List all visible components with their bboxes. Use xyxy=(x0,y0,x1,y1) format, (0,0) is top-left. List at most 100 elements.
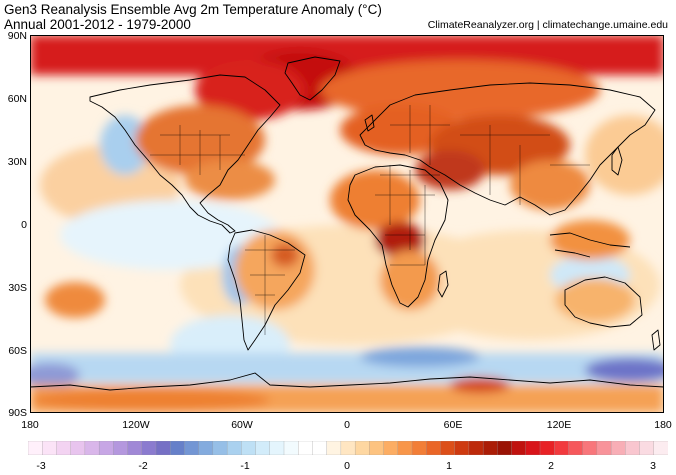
region-south-africa xyxy=(380,250,440,310)
colorbar-label-neg2: -2 xyxy=(138,460,148,472)
map-subtitle: Annual 2001-2012 - 1979-2000 xyxy=(4,17,191,32)
colorbar-swatch xyxy=(141,441,157,455)
region-middle-east xyxy=(415,150,485,190)
region-north-africa xyxy=(330,170,420,230)
colorbar-swatch xyxy=(525,441,541,455)
lat-label-60n: 60N xyxy=(7,93,27,105)
colorbar-swatch xyxy=(28,441,43,455)
lon-label-180e: 180 xyxy=(654,419,672,431)
source-credit: ClimateReanalyzer.org | climatechange.um… xyxy=(427,19,668,31)
lon-label-0: 0 xyxy=(344,419,350,431)
colorbar-label-2: 2 xyxy=(548,460,554,472)
colorbar-swatch xyxy=(426,441,441,455)
region-ross-sea-cool xyxy=(585,358,664,382)
colorbar-swatch xyxy=(56,441,72,455)
colorbar-swatch xyxy=(255,441,271,455)
region-west-antarctica xyxy=(30,388,270,412)
colorbar-label-neg1: -1 xyxy=(240,460,250,472)
colorbar-swatch xyxy=(440,441,456,455)
coast-greenland xyxy=(284,56,341,101)
colorbar-swatch xyxy=(70,441,86,455)
lat-label-60s: 60S xyxy=(8,345,27,357)
colorbar-swatch xyxy=(582,441,598,455)
region-amazon-hot xyxy=(271,243,299,267)
colorbar-swatch xyxy=(482,441,498,455)
colorbar-swatch xyxy=(610,441,626,455)
colorbar-swatch xyxy=(340,441,356,455)
region-southern-ocean xyxy=(30,353,664,383)
colorbar-swatch xyxy=(625,441,641,455)
region-east-pacific-cool xyxy=(60,200,280,270)
colorbar-swatch xyxy=(454,441,470,455)
region-warm-spot-south-pacific xyxy=(45,282,105,318)
colorbar-swatch xyxy=(198,441,214,455)
colorbar-swatch xyxy=(113,441,129,455)
colorbar-label-0: 0 xyxy=(344,460,350,472)
colorbar-swatch xyxy=(269,441,285,455)
lon-label-120e: 120E xyxy=(546,419,572,431)
lon-label-120w: 120W xyxy=(122,419,150,431)
colorbar-swatch xyxy=(170,441,185,455)
colorbar-swatch xyxy=(397,441,413,455)
region-antarctic-coast-warm xyxy=(450,377,510,393)
lon-label-60w: 60W xyxy=(231,419,253,431)
coast-eurasia xyxy=(359,82,656,216)
colorbar-swatch xyxy=(42,441,57,455)
colorbar-swatch xyxy=(241,441,257,455)
colorbar-label-3: 3 xyxy=(650,460,656,472)
lat-label-0: 0 xyxy=(21,219,27,231)
colorbar-swatch xyxy=(226,441,242,455)
coast-uk xyxy=(364,114,375,132)
colorbar-swatch xyxy=(596,441,612,455)
lon-label-180w: 180 xyxy=(21,419,39,431)
colorbar-swatch xyxy=(212,441,228,455)
anomaly-field xyxy=(30,35,664,413)
colorbar-swatch xyxy=(354,441,370,455)
colorbar-swatch xyxy=(127,441,143,455)
colorbar xyxy=(28,441,668,455)
coast-new-zealand xyxy=(651,329,661,351)
region-australia xyxy=(555,278,635,322)
lat-label-30n: 30N xyxy=(7,156,27,168)
country-borders xyxy=(150,105,590,335)
colorbar-swatch xyxy=(98,441,114,455)
colorbar-swatch xyxy=(511,441,527,455)
colorbar-swatch xyxy=(155,441,171,455)
region-china xyxy=(510,160,590,210)
coast-japan xyxy=(611,146,623,176)
colorbar-swatch xyxy=(369,441,384,455)
colorbar-swatch xyxy=(283,441,299,455)
region-central-africa xyxy=(375,222,425,258)
lat-label-90n: 90N xyxy=(7,30,27,42)
coast-antarctica xyxy=(30,372,664,391)
colorbar-swatch xyxy=(326,441,342,455)
map-border xyxy=(30,35,664,413)
region-nw-america-cool xyxy=(100,115,150,175)
colorbar-swatch xyxy=(383,441,399,455)
colorbar-swatch xyxy=(554,441,569,455)
colorbar-swatch xyxy=(84,441,100,455)
region-south-america xyxy=(235,230,315,310)
coast-north-america xyxy=(89,74,281,234)
coast-africa xyxy=(347,164,449,308)
coast-indonesia xyxy=(549,232,631,258)
map-title: Gen3 Reanalysis Ensemble Avg 2m Temperat… xyxy=(4,2,382,17)
region-warm-ocean-nw-pacific xyxy=(585,115,664,195)
colorbar-swatch xyxy=(653,441,668,455)
colorbar-label-neg3: -3 xyxy=(36,460,46,472)
coast-madagascar xyxy=(437,270,449,298)
colorbar-swatch xyxy=(298,441,313,455)
colorbar-swatch xyxy=(312,441,328,455)
colorbar-label-1: 1 xyxy=(446,460,452,472)
region-amundsen-cool xyxy=(30,363,80,387)
colorbar-swatch xyxy=(411,441,427,455)
colorbar-swatch xyxy=(539,441,555,455)
coast-australia xyxy=(564,276,643,328)
colorbar-swatch xyxy=(568,441,584,455)
colorbar-swatch xyxy=(497,441,512,455)
colorbar-swatch xyxy=(184,441,200,455)
coast-south-america xyxy=(227,229,306,351)
lon-label-60e: 60E xyxy=(443,419,463,431)
region-us-south xyxy=(185,160,275,200)
coastlines xyxy=(30,56,664,391)
